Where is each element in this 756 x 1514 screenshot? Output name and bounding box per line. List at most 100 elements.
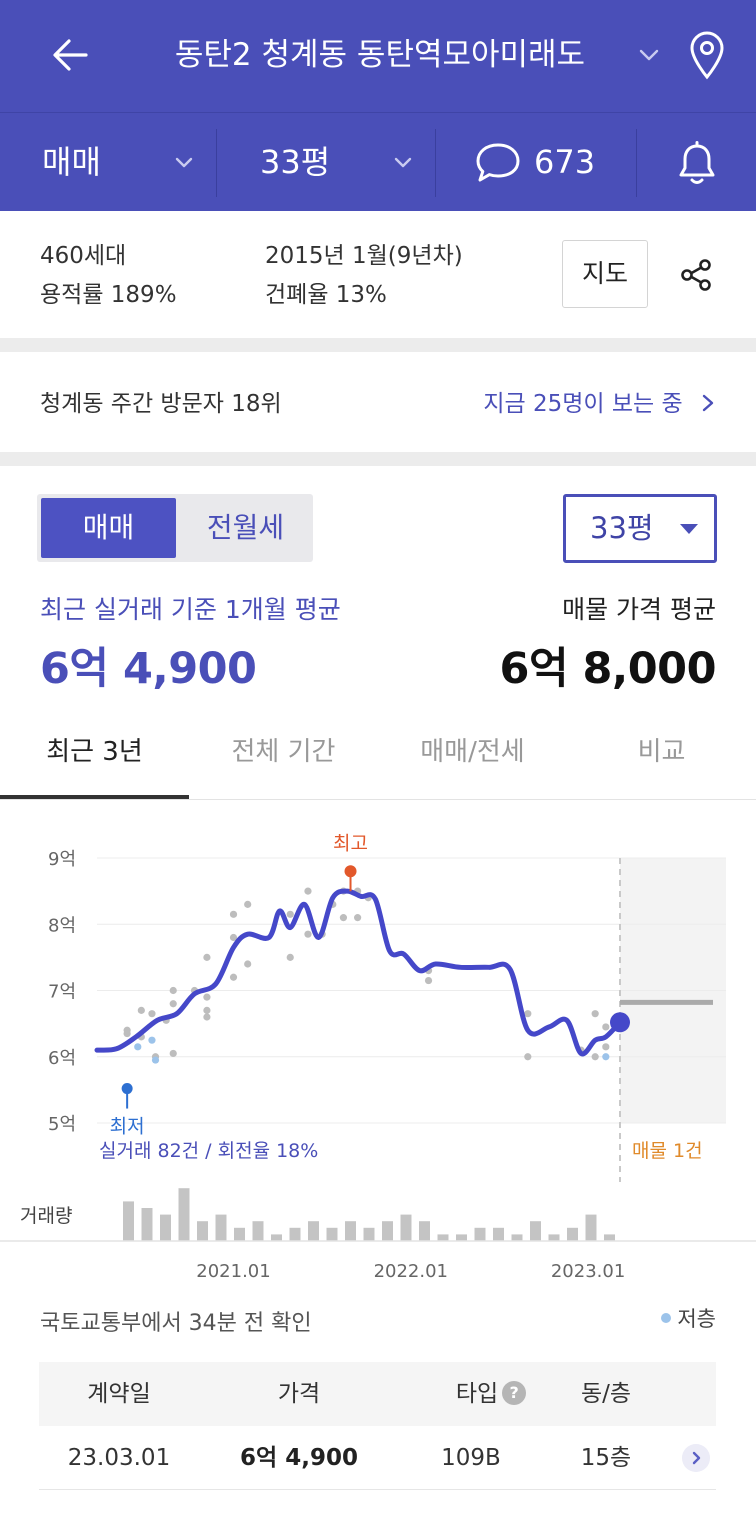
size-select[interactable]: 33평 bbox=[563, 494, 717, 563]
volume-bar bbox=[252, 1221, 264, 1241]
volume-bar bbox=[493, 1227, 504, 1241]
deal-point bbox=[424, 976, 433, 985]
legend-low-floor: 저층 bbox=[661, 1303, 716, 1333]
volume-bar bbox=[345, 1221, 356, 1241]
deal-point bbox=[339, 914, 348, 922]
low-floor-deal-point bbox=[602, 1053, 610, 1061]
tab-recent-3y[interactable]: 최근 3년 bbox=[46, 737, 143, 767]
map-button[interactable]: 지도 bbox=[562, 240, 648, 308]
comment-count[interactable]: 673 bbox=[534, 143, 596, 181]
deal-point bbox=[148, 1010, 156, 1018]
volume-bar bbox=[215, 1214, 227, 1241]
deal-point bbox=[304, 930, 312, 938]
deal-point bbox=[169, 1049, 177, 1058]
help-icon[interactable]: ? bbox=[502, 1380, 527, 1405]
updated-note: 국토교통부에서 34분 전 확인 bbox=[40, 1311, 312, 1336]
deal-point bbox=[524, 1010, 532, 1018]
min-marker bbox=[121, 1083, 133, 1095]
deal-point bbox=[602, 1043, 610, 1051]
filter-bar: 매매 33평 673 bbox=[0, 112, 756, 211]
column-type: 타입? bbox=[411, 1362, 571, 1426]
recent-average-label: 최근 실거래 기준 1개월 평균 bbox=[40, 595, 341, 624]
page-title[interactable]: 동탄2 청계동 동탄역모아미래도 bbox=[174, 37, 586, 73]
chevron-right-icon[interactable] bbox=[682, 1444, 710, 1472]
deal-type-dropdown[interactable]: 매매 bbox=[42, 143, 101, 181]
deal-point bbox=[229, 910, 238, 918]
deal-point bbox=[203, 1013, 211, 1021]
chevron-right-icon bbox=[702, 394, 714, 411]
volume-bar bbox=[585, 1214, 597, 1241]
deal-point bbox=[203, 993, 211, 1001]
visitor-rank: 청계동 주간 방문자 18위 bbox=[40, 391, 282, 417]
deal-point bbox=[286, 953, 294, 961]
section-divider bbox=[0, 452, 756, 466]
volume-bar bbox=[123, 1201, 134, 1241]
current-point bbox=[610, 1012, 630, 1033]
deal-point bbox=[286, 910, 294, 918]
min-label: 최저 bbox=[110, 1116, 145, 1138]
floor-area-ratio: 용적률 189% bbox=[40, 282, 177, 308]
deal-point bbox=[169, 986, 177, 995]
recent-average-value: 6억 4,900 bbox=[40, 644, 257, 694]
volume-bar bbox=[548, 1234, 560, 1241]
divider bbox=[216, 129, 217, 197]
deal-point bbox=[591, 1010, 599, 1018]
location-pin-icon[interactable] bbox=[688, 30, 726, 80]
now-viewing-link[interactable]: 지금 25명이 보는 중 bbox=[483, 384, 716, 418]
y-tick-label: 9억 bbox=[48, 849, 76, 870]
volume-bar bbox=[234, 1227, 245, 1241]
chevron-down-icon[interactable] bbox=[636, 42, 662, 68]
volume-bar bbox=[141, 1208, 153, 1241]
active-tab-indicator bbox=[0, 795, 189, 799]
column-price: 가격 bbox=[277, 1381, 321, 1407]
volume-bar bbox=[308, 1221, 319, 1241]
row-type: 109B bbox=[441, 1445, 501, 1471]
deal-point bbox=[137, 1006, 145, 1014]
segment-rent[interactable]: 전월세 bbox=[206, 511, 285, 544]
households: 460세대 bbox=[40, 243, 127, 269]
legend-label: 저층 bbox=[677, 1307, 716, 1331]
volume-bar bbox=[160, 1214, 171, 1241]
deal-point bbox=[591, 1053, 599, 1061]
bell-icon[interactable] bbox=[676, 141, 718, 187]
size-dropdown[interactable]: 33평 bbox=[260, 143, 331, 181]
chevron-down-icon[interactable] bbox=[172, 151, 196, 175]
volume-bar bbox=[382, 1221, 393, 1241]
column-date: 계약일 bbox=[87, 1381, 151, 1407]
back-arrow-icon[interactable] bbox=[48, 32, 94, 78]
tab-all-period[interactable]: 전체 기간 bbox=[231, 737, 336, 767]
volume-bar bbox=[326, 1227, 338, 1241]
table-row[interactable]: 23.03.01 6억 4,900 109B 15층 bbox=[39, 1426, 716, 1490]
column-floor: 동/층 bbox=[580, 1381, 632, 1407]
tab-sale-rent[interactable]: 매매/전세 bbox=[420, 737, 525, 767]
volume-bar bbox=[604, 1234, 615, 1241]
comment-icon[interactable] bbox=[474, 141, 522, 185]
segment-sale[interactable]: 매매 bbox=[41, 498, 176, 558]
low-floor-deal-point bbox=[151, 1056, 160, 1064]
transaction-table: 계약일 가격 타입? 동/층 23.03.01 6억 4,900 109B 15… bbox=[39, 1362, 716, 1490]
volume-label: 거래량 bbox=[20, 1205, 72, 1227]
tab-compare[interactable]: 비교 bbox=[637, 737, 686, 767]
chevron-down-icon[interactable] bbox=[391, 151, 415, 175]
volume-bar bbox=[363, 1227, 375, 1241]
asking-average-value: 6억 8,000 bbox=[499, 644, 717, 694]
share-icon[interactable] bbox=[678, 257, 714, 293]
section-divider bbox=[0, 338, 756, 352]
volume-bar bbox=[289, 1227, 301, 1241]
y-tick-label: 6억 bbox=[48, 1048, 76, 1069]
price-trend-line bbox=[94, 888, 623, 1057]
deal-point bbox=[602, 1023, 610, 1031]
max-label: 최고 bbox=[333, 832, 368, 854]
visitor-banner[interactable]: 청계동 주간 방문자 18위 지금 25명이 보는 중 bbox=[0, 352, 756, 452]
deal-point bbox=[229, 973, 238, 981]
caret-down-icon bbox=[680, 524, 698, 534]
low-floor-deal-point bbox=[148, 1036, 156, 1044]
volume-bar bbox=[271, 1234, 282, 1241]
deal-point bbox=[229, 933, 238, 942]
asking-average-label: 매물 가격 평균 bbox=[562, 595, 716, 624]
volume-bar bbox=[400, 1214, 412, 1241]
y-tick-label: 8억 bbox=[48, 915, 76, 936]
x-tick-label: 2022.01 bbox=[374, 1261, 448, 1282]
volume-bar bbox=[178, 1188, 190, 1241]
